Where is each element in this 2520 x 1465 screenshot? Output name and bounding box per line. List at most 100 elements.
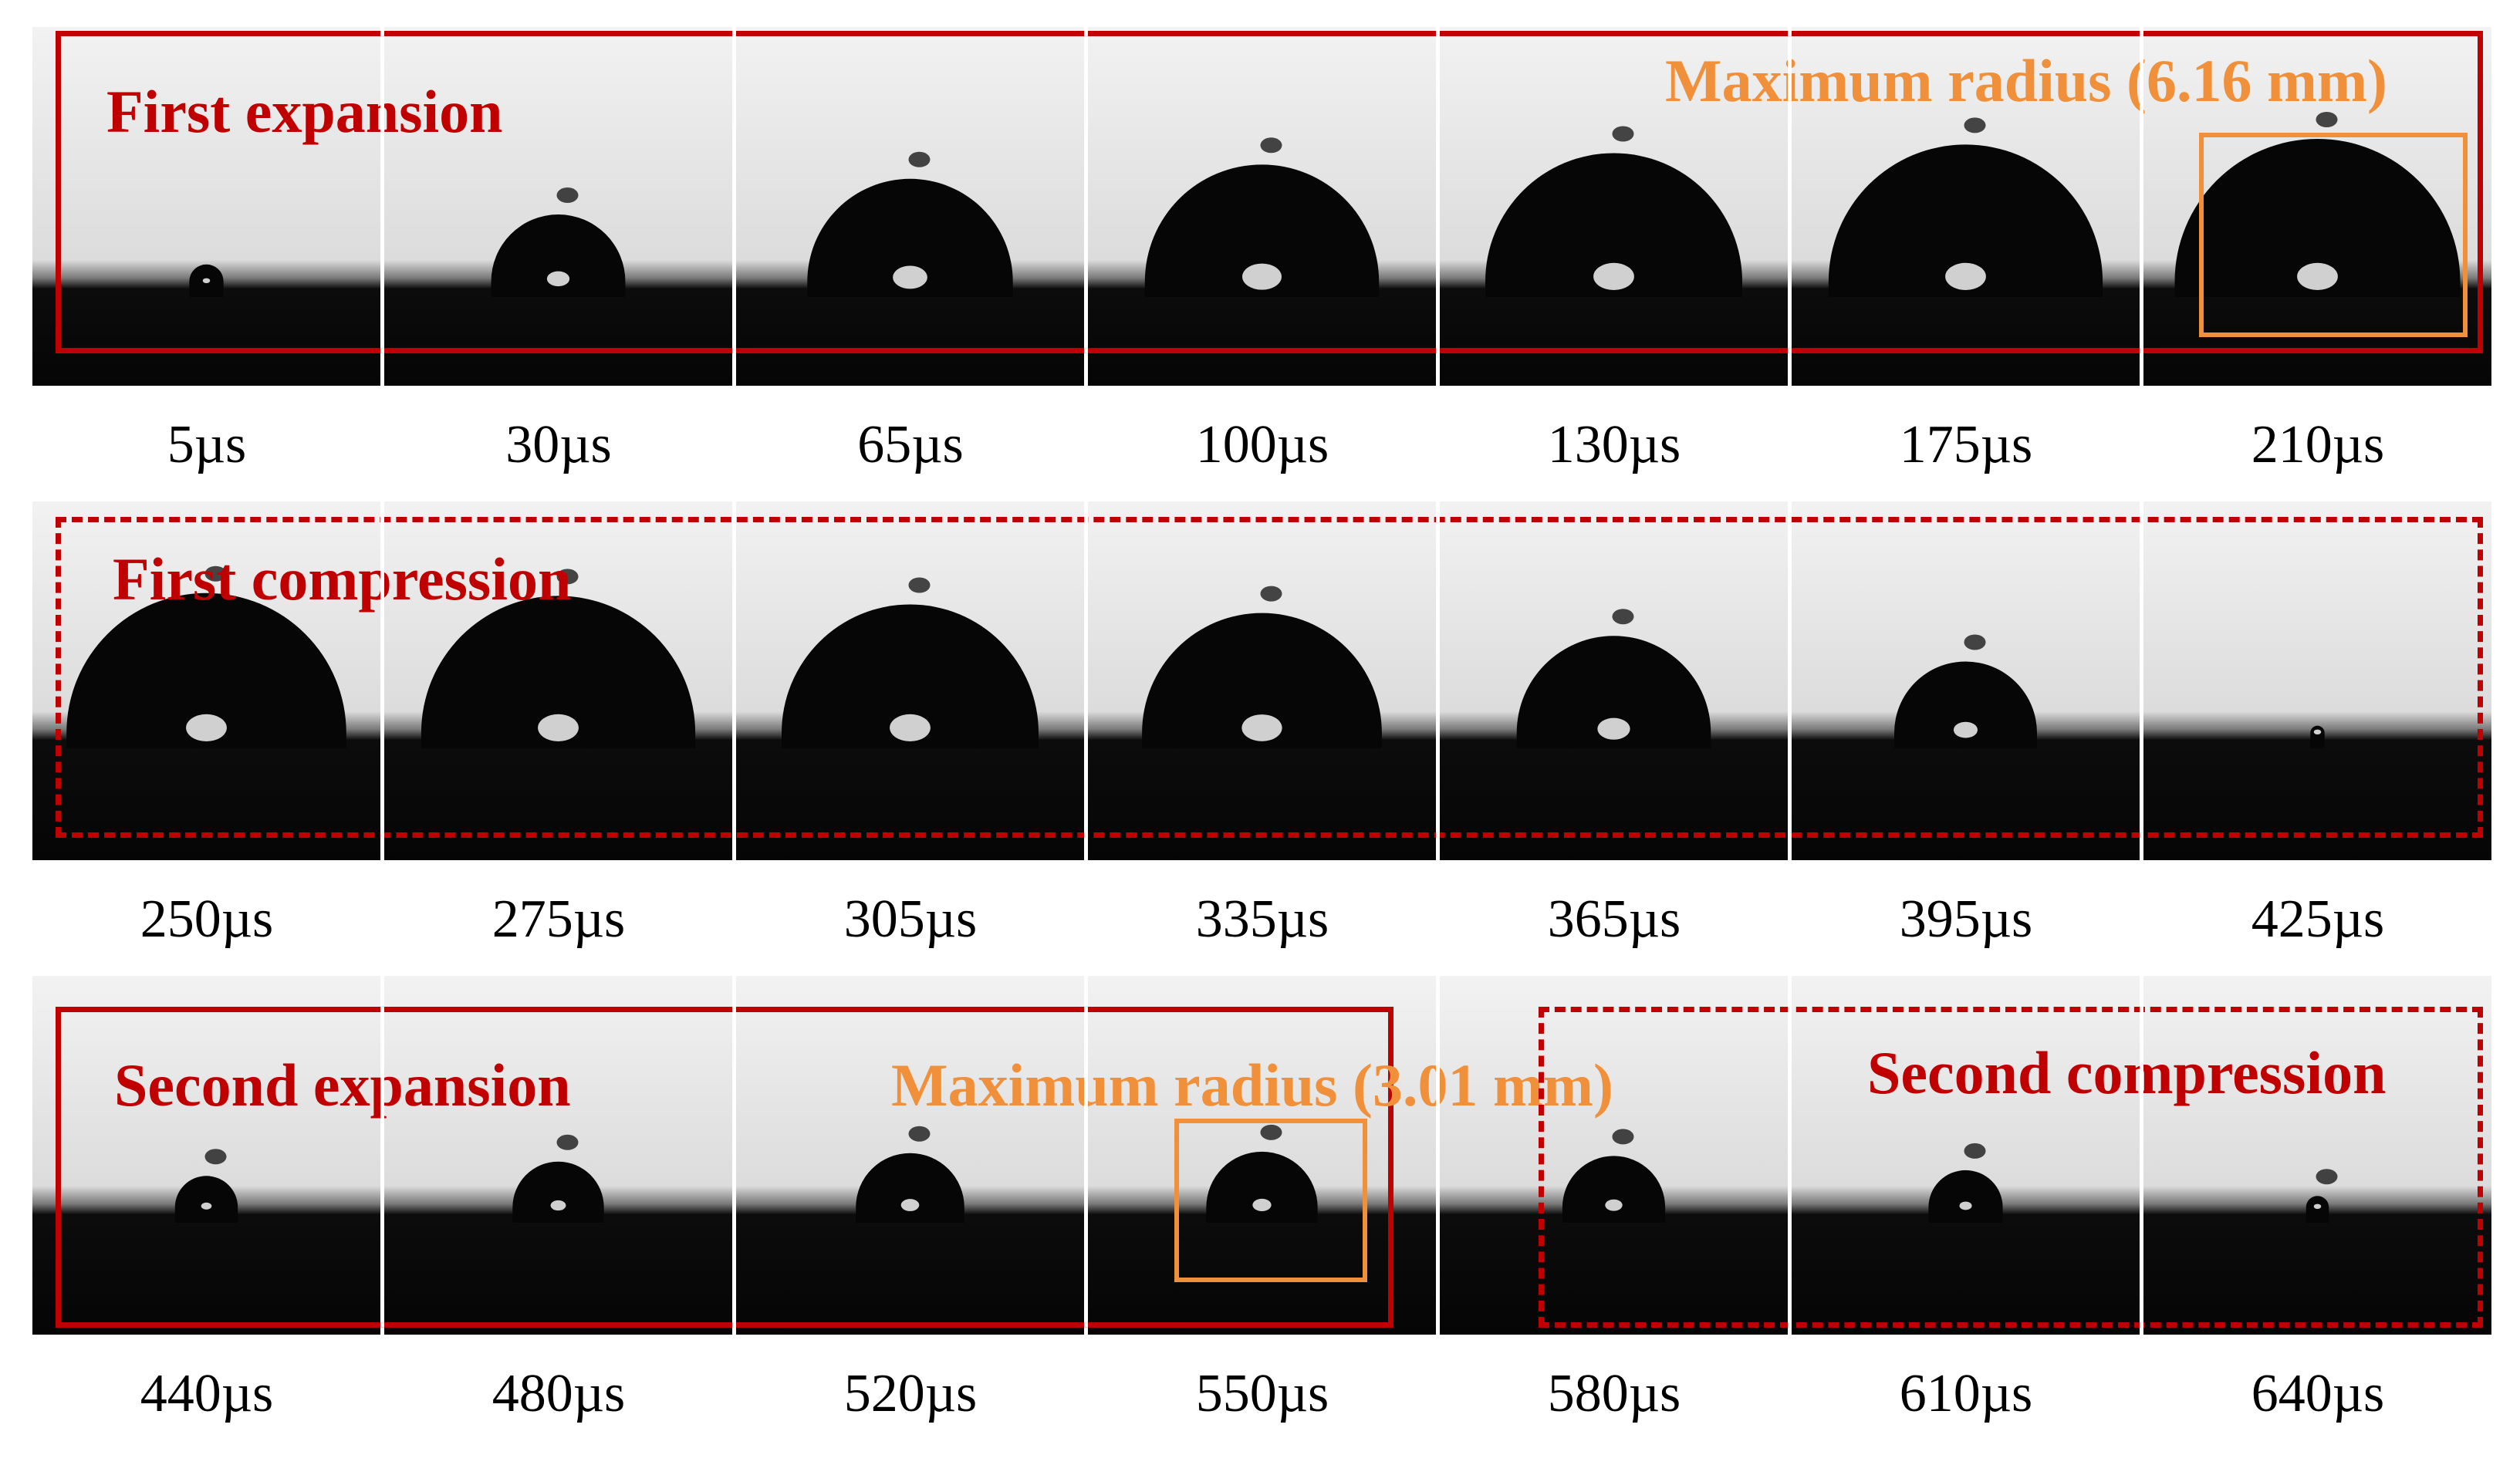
time-label: 365µs — [1547, 889, 1681, 949]
frame-separator — [1788, 27, 1792, 386]
time-label: 610µs — [1899, 1364, 2033, 1423]
bubble — [1928, 1170, 2003, 1223]
frame-separator — [1436, 976, 1440, 1335]
time-label: 395µs — [1899, 889, 2033, 949]
debris — [2316, 1169, 2338, 1185]
bubble-highlight — [186, 714, 227, 741]
debris — [908, 577, 931, 593]
debris — [1260, 137, 1282, 154]
frame-image — [384, 976, 732, 1335]
first-compression-box — [56, 517, 2483, 838]
time-label: 480µs — [492, 1364, 626, 1423]
frame-image — [2143, 501, 2491, 860]
debris — [1964, 634, 1986, 650]
bubble-highlight — [1959, 1201, 1972, 1210]
frame-image — [736, 27, 1084, 386]
bubble — [782, 604, 1039, 748]
frame-r1-c1 — [32, 27, 380, 386]
max-radius-box-2 — [1174, 1119, 1367, 1282]
debris — [1964, 1143, 1986, 1159]
debris — [1612, 609, 1634, 625]
frame-image — [1088, 27, 1436, 386]
debris — [556, 569, 579, 585]
time-label: 550µs — [1195, 1364, 1329, 1423]
frame-background — [2143, 501, 2491, 860]
frame-separator — [1084, 501, 1088, 860]
frame-r2-c2 — [384, 501, 732, 860]
bubble-highlight — [202, 278, 211, 283]
debris — [1260, 586, 1282, 602]
frame-image — [1088, 501, 1436, 860]
frame-image — [1440, 501, 1788, 860]
bubble — [1828, 144, 2103, 297]
frame-image — [384, 27, 732, 386]
frame-separator — [732, 27, 736, 386]
bubble — [2174, 139, 2461, 297]
bubble-highlight — [550, 1200, 566, 1211]
frame-image — [32, 501, 380, 860]
time-label: 335µs — [1195, 889, 1329, 949]
frame-r3-c7 — [2143, 976, 2491, 1335]
frame-r1-c3 — [736, 27, 1084, 386]
frame-separator — [2140, 976, 2143, 1335]
frame-image — [2143, 976, 2491, 1335]
bubble-highlight — [1605, 1199, 1623, 1211]
bubble-highlight — [2297, 262, 2338, 290]
first-compression-label: First compression — [113, 545, 572, 613]
frame-r3-c6 — [1792, 976, 2140, 1335]
bubble — [491, 214, 626, 297]
time-label: 440µs — [140, 1364, 274, 1423]
frame-r1-c2 — [384, 27, 732, 386]
debris — [2316, 112, 2338, 127]
frame-background — [1440, 976, 1788, 1335]
frame-image — [1792, 501, 2140, 860]
time-label: 425µs — [2251, 889, 2385, 949]
bubble — [1516, 636, 1711, 748]
bubble-highlight — [1242, 263, 1282, 290]
frame-r2-c4 — [1088, 501, 1436, 860]
first-expansion-label: First expansion — [106, 78, 503, 145]
max-radius-box-1 — [2199, 133, 2468, 337]
debris — [1260, 1124, 1282, 1140]
debris — [908, 1126, 931, 1142]
time-label: 520µs — [843, 1364, 978, 1423]
frame-r2-c7 — [2143, 501, 2491, 860]
frame-r2-c3 — [736, 501, 1084, 860]
bubble-highlight — [893, 265, 927, 289]
time-label: 175µs — [1899, 415, 2033, 474]
frame-r1-c5 — [1440, 27, 1788, 386]
time-label: 275µs — [492, 889, 626, 949]
bubble-highlight — [2313, 1203, 2322, 1209]
frame-separator — [1436, 501, 1440, 860]
bubble — [174, 1176, 238, 1223]
frame-separator — [732, 976, 736, 1335]
bubble — [1894, 661, 2037, 748]
frame-background — [384, 976, 732, 1335]
second-compression-box — [1539, 1007, 2483, 1328]
bubble-highlight — [1953, 721, 1978, 738]
bubble-highlight — [890, 714, 931, 741]
frame-separator — [732, 501, 736, 860]
frame-r2-c5 — [1440, 501, 1788, 860]
time-label: 30µs — [505, 415, 612, 474]
debris — [1612, 1129, 1634, 1145]
time-label: 640µs — [2251, 1364, 2385, 1423]
bubble — [1562, 1156, 1666, 1223]
time-label: 100µs — [1195, 415, 1329, 474]
debris — [908, 151, 931, 167]
frame-image — [736, 501, 1084, 860]
frame-separator — [2140, 501, 2143, 860]
second-expansion-label: Second expansion — [114, 1051, 571, 1119]
debris — [1612, 126, 1634, 142]
bubble-highlight — [1252, 1198, 1272, 1212]
frame-image — [1440, 976, 1788, 1335]
first-expansion-box — [56, 31, 2483, 353]
bubble-highlight — [1593, 262, 1634, 290]
bubble-highlight — [1945, 262, 1986, 290]
bubble — [512, 1161, 604, 1223]
frame-r1-c6 — [1792, 27, 2140, 386]
bubble-highlight — [538, 714, 579, 741]
frame-separator — [1084, 976, 1088, 1335]
frame-image — [1440, 27, 1788, 386]
